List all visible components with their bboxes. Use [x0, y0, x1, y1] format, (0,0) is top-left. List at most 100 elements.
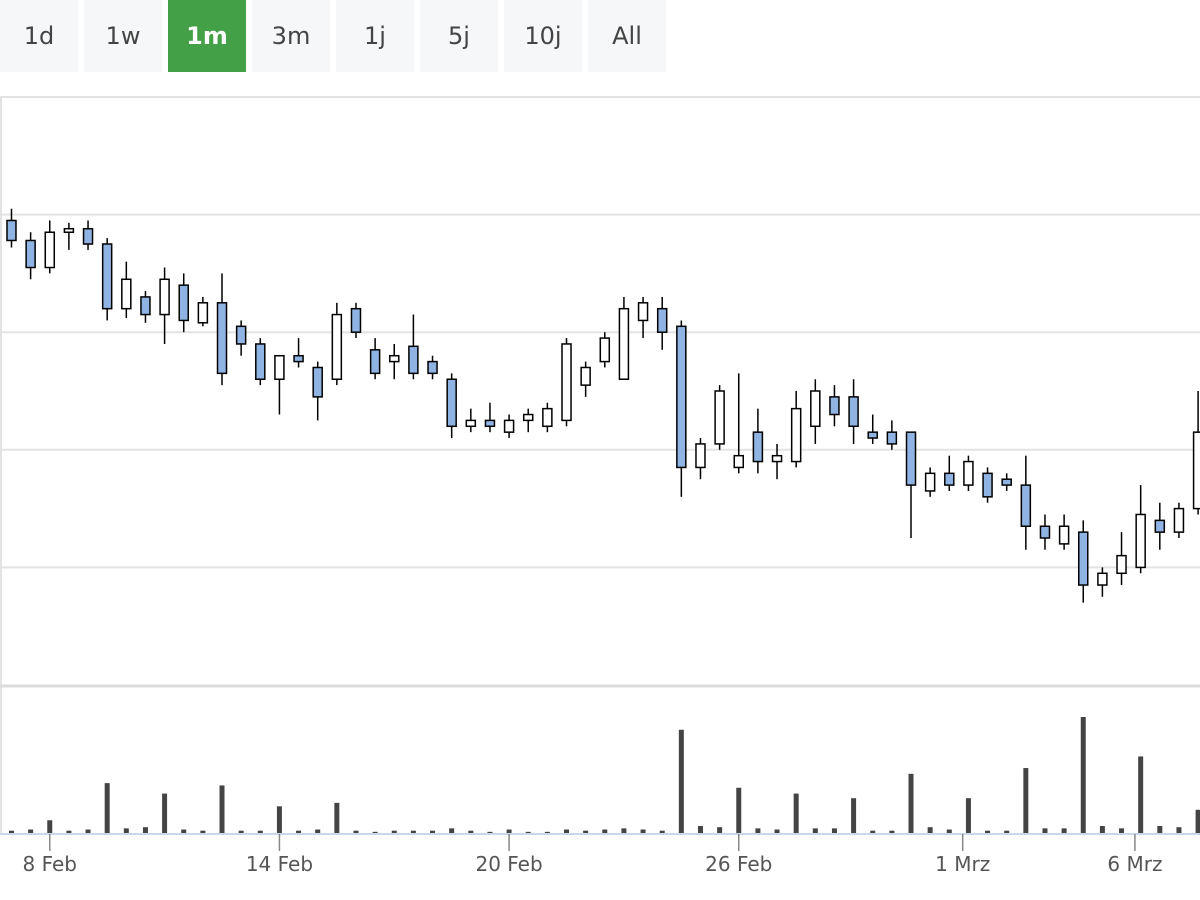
- candle-body: [121, 278, 132, 310]
- candle-body: [465, 419, 477, 428]
- volume-bar: [506, 829, 512, 833]
- volume-bar: [812, 828, 818, 833]
- candle-body: [580, 366, 591, 386]
- candle-body: [752, 431, 764, 463]
- volume-bar: [276, 806, 282, 833]
- volume-bar: [985, 830, 991, 833]
- volume-bar: [104, 783, 110, 833]
- volume-bar: [1176, 827, 1182, 833]
- range-button[interactable]: 1d: [0, 0, 78, 72]
- volume-bar: [430, 830, 436, 833]
- volume-bar: [1080, 717, 1086, 833]
- range-button[interactable]: 1m: [168, 0, 246, 72]
- candle-body: [695, 443, 706, 469]
- range-button[interactable]: All: [588, 0, 666, 72]
- candle-body: [255, 343, 266, 380]
- range-button[interactable]: 1j: [336, 0, 414, 72]
- candle-body: [886, 431, 898, 445]
- volume-bar: [755, 828, 761, 833]
- candle-body: [656, 307, 668, 333]
- volume-bar: [678, 729, 684, 833]
- volume-bar: [564, 829, 570, 833]
- volume-bar: [889, 830, 895, 833]
- range-button[interactable]: 5j: [420, 0, 498, 72]
- volume-bar: [1138, 756, 1144, 833]
- candle-body: [446, 378, 457, 428]
- volume-bar: [1061, 828, 1067, 833]
- candle-body: [542, 407, 553, 428]
- candle-body: [389, 354, 400, 363]
- candle-body: [63, 227, 75, 233]
- volume-bar: [927, 827, 933, 833]
- volume-bar: [66, 830, 72, 833]
- x-tick-label: 1 Mrz: [935, 852, 990, 876]
- candle-body: [714, 390, 725, 445]
- range-button[interactable]: 1w: [84, 0, 162, 72]
- volume-bar: [28, 829, 34, 833]
- volume-bar: [946, 829, 952, 833]
- candle-body: [599, 337, 611, 363]
- volume-bar: [487, 831, 493, 833]
- candle-body: [1078, 531, 1089, 586]
- candle-body: [503, 419, 515, 433]
- candle-body: [6, 219, 17, 242]
- candle-body: [293, 354, 304, 363]
- candle-body: [618, 307, 630, 380]
- candle-body: [867, 431, 878, 439]
- volume-bar: [181, 829, 187, 833]
- candle-body: [408, 345, 419, 375]
- candle-body: [1058, 525, 1070, 545]
- x-tick-label: 26 Feb: [705, 852, 772, 876]
- volume-bar: [1023, 768, 1029, 833]
- candle-body: [312, 366, 323, 398]
- candle-body: [790, 407, 802, 463]
- candle-body: [274, 354, 285, 380]
- volume-bar: [468, 830, 474, 833]
- volume-bar: [372, 831, 378, 833]
- volume-bar: [334, 802, 340, 833]
- volume-bar: [1042, 828, 1048, 833]
- candle-body: [369, 349, 381, 375]
- candle-body: [637, 302, 649, 322]
- volume-bar: [793, 793, 799, 833]
- volume-bar: [544, 831, 550, 833]
- candle-body: [810, 390, 821, 428]
- candle-body: [1192, 431, 1200, 510]
- range-buttons: 1d 1w 1m 3m 1j 5j 10j All: [0, 0, 666, 72]
- volume-bar: [1195, 809, 1200, 833]
- volume-bar: [449, 828, 455, 833]
- volume-bar: [774, 829, 780, 833]
- volume-bar: [640, 829, 646, 833]
- candle-body: [924, 472, 936, 492]
- candle-body: [25, 239, 36, 269]
- plot-area: [0, 208, 1200, 833]
- range-button[interactable]: 10j: [504, 0, 582, 72]
- candle-body: [350, 307, 362, 333]
- volume-bar: [162, 793, 168, 833]
- volume-bar: [47, 820, 53, 833]
- candle-body: [1020, 484, 1032, 527]
- volume-bar: [659, 830, 665, 833]
- volume-bar: [965, 798, 971, 833]
- candle-body: [331, 313, 343, 380]
- volume-bar: [219, 785, 225, 833]
- candle-body: [44, 231, 56, 269]
- volume-bar: [908, 773, 914, 833]
- volume-bar: [315, 829, 321, 833]
- candle-body: [829, 396, 840, 416]
- volume-bar: [296, 830, 302, 833]
- candle-body: [1097, 572, 1108, 586]
- candle-body: [676, 325, 687, 469]
- candle-body: [1135, 513, 1146, 569]
- candle-body: [1154, 519, 1166, 533]
- candle-body: [982, 472, 993, 498]
- x-tick-label: 6 Mrz: [1107, 852, 1162, 876]
- volume-bar: [200, 830, 206, 833]
- volume-bar: [870, 830, 876, 833]
- range-button[interactable]: 3m: [252, 0, 330, 72]
- candle-body: [140, 296, 151, 316]
- volume-bar: [717, 827, 723, 833]
- candle-body: [522, 413, 534, 422]
